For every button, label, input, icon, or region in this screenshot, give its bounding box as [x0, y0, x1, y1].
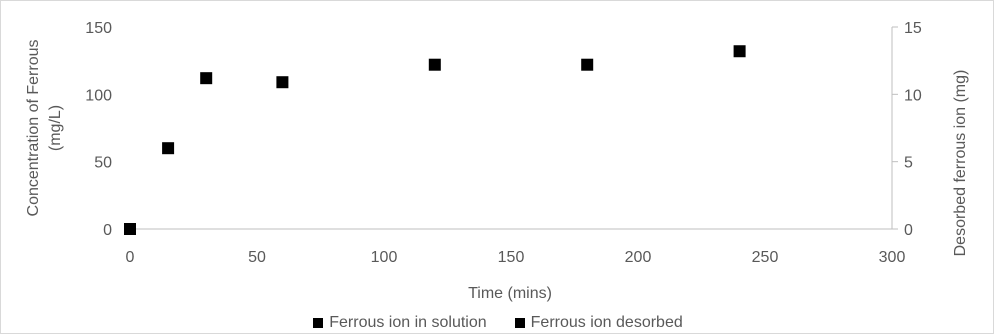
y-tick-label: 0	[103, 222, 112, 239]
x-tick-label: 50	[248, 249, 266, 266]
y2-axis-title: Desorbed ferrous ion (mg)	[952, 70, 969, 257]
x-tick-label: 150	[498, 249, 525, 266]
y2-tick-label: 15	[904, 20, 922, 37]
y2-tick-label: 5	[904, 155, 913, 172]
x-tick-label: 0	[126, 249, 135, 266]
data-point	[581, 58, 594, 71]
x-axis-title: Time (mins)	[468, 285, 552, 302]
legend-label: Ferrous ion in solution	[329, 314, 487, 331]
y-axis-title: Concentration of Ferrous (mg/L)	[25, 40, 64, 217]
y2-tick-label: 0	[904, 222, 913, 239]
y2-tick-label: 10	[904, 87, 922, 104]
y-axis-title-line: Concentration of Ferrous	[25, 40, 42, 217]
x-tick-label: 100	[371, 249, 398, 266]
legend-marker-square-icon	[313, 318, 324, 328]
y-tick-label: 100	[85, 87, 112, 104]
legend-entry-desorbed: Ferrous ion desorbed	[514, 314, 683, 332]
data-point	[124, 223, 136, 235]
data-point	[733, 45, 746, 58]
legend: Ferrous ion in solution Ferrous ion deso…	[0, 312, 996, 334]
x-tick-label: 300	[879, 249, 906, 266]
data-point	[276, 76, 289, 89]
legend-marker-square-icon	[514, 318, 525, 328]
y-tick-label: 150	[85, 20, 112, 37]
data-point	[200, 72, 213, 85]
legend-label: Ferrous ion desorbed	[530, 314, 683, 331]
data-point	[428, 58, 441, 71]
y-tick-label: 50	[94, 155, 112, 172]
y-axis-title-line: (mg/L)	[47, 105, 64, 151]
x-tick-label: 250	[752, 249, 779, 266]
legend-entry-solution: Ferrous ion in solution	[313, 314, 487, 332]
data-point	[162, 142, 175, 155]
x-tick-label: 200	[625, 249, 652, 266]
